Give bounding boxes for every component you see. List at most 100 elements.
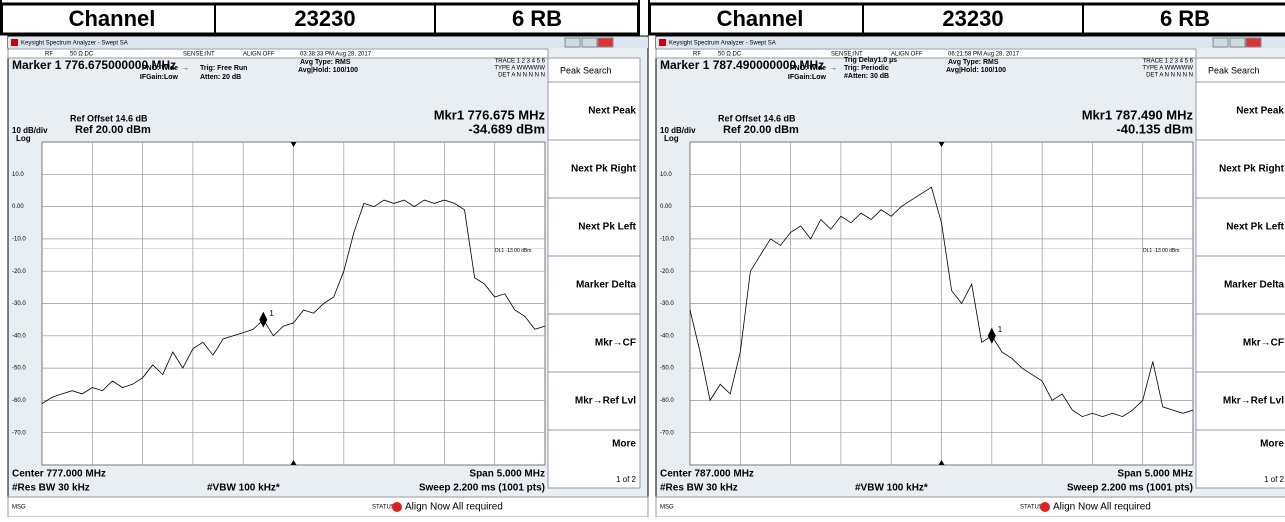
setting: #Atten: 30 dB bbox=[844, 73, 889, 80]
setting: Atten: 20 dB bbox=[200, 74, 241, 81]
y-tick-label: -60.0 bbox=[12, 398, 26, 404]
y-tick-label: -40.0 bbox=[660, 333, 674, 339]
softkey-label: Next Pk Right bbox=[571, 164, 637, 175]
setting: Avg Type: RMS bbox=[948, 59, 999, 66]
msg-bar bbox=[656, 497, 1285, 517]
span: Span 5.000 MHz bbox=[1117, 469, 1193, 480]
setting: Avg|Hold: 100/100 bbox=[946, 67, 1006, 74]
window-button[interactable] bbox=[1213, 38, 1228, 47]
y-tick-label: -70.0 bbox=[12, 430, 26, 436]
softkey-page: 1 of 2 bbox=[616, 475, 637, 484]
y-tick-label: -30.0 bbox=[12, 301, 26, 307]
window-button[interactable] bbox=[1230, 38, 1245, 47]
app-title: Keysight Spectrum Analyzer - Swept SA bbox=[21, 41, 128, 47]
trace-info: DET A N N N N N bbox=[498, 73, 545, 79]
y-tick-label: 10.0 bbox=[660, 172, 672, 178]
marker-number: 1 bbox=[998, 325, 1003, 334]
trace-info: TYPE A WWWWW bbox=[1142, 66, 1193, 72]
softkey-label: Next Peak bbox=[588, 106, 636, 117]
y-tick-label: -10.0 bbox=[660, 236, 674, 242]
sweep: Sweep 2.200 ms (1001 pts) bbox=[1067, 483, 1193, 494]
log-label: Log bbox=[16, 134, 31, 143]
status-item: ALIGN OFF bbox=[243, 52, 275, 58]
softkey-title: Peak Search bbox=[560, 65, 612, 75]
center-frequency: Center 787.000 MHz bbox=[660, 469, 754, 480]
softkey-label: Mkr→Ref Lvl bbox=[1223, 396, 1284, 407]
vbw: #VBW 100 kHz* bbox=[207, 483, 280, 494]
softkey-label: More bbox=[1260, 439, 1284, 450]
softkey-page: 1 of 2 bbox=[1264, 475, 1285, 484]
status-item: SENSE:INT bbox=[183, 52, 215, 58]
softkey-label: Marker Delta bbox=[576, 280, 636, 291]
res-bw: #Res BW 30 kHz bbox=[12, 483, 90, 494]
status-icon bbox=[1040, 502, 1050, 512]
ref-level: Ref 20.00 dBm bbox=[75, 124, 151, 136]
setting: Trig: Free Run bbox=[200, 65, 247, 72]
msg-label: MSG bbox=[660, 505, 674, 511]
display-line-label: DL1 -13.00 dBm bbox=[1143, 248, 1179, 254]
window-button[interactable] bbox=[582, 38, 597, 47]
window-button[interactable] bbox=[1246, 38, 1261, 47]
status-item: RF bbox=[45, 52, 53, 58]
marker-level: -40.135 dBm bbox=[1116, 121, 1193, 136]
softkey-label: More bbox=[612, 439, 636, 450]
trace-info: DET A N N N N N bbox=[1146, 73, 1193, 79]
ref-offset: Ref Offset 14.6 dB bbox=[718, 113, 796, 123]
y-tick-label: 0.00 bbox=[12, 204, 24, 210]
res-bw: #Res BW 30 kHz bbox=[660, 483, 738, 494]
y-tick-label: 0.00 bbox=[660, 204, 672, 210]
marker-frequency: Mkr1 776.675 MHz bbox=[434, 107, 546, 122]
y-tick-label: -10.0 bbox=[12, 236, 26, 242]
log-label: Log bbox=[664, 134, 679, 143]
y-tick-label: -50.0 bbox=[12, 366, 26, 372]
status-item: 06:21:58 PM Aug 28, 2017 bbox=[948, 52, 1020, 58]
setting: PNO: Wide bbox=[142, 65, 178, 72]
status-item: 03:38:33 PM Aug 28, 2017 bbox=[300, 52, 372, 58]
msg-label: MSG bbox=[12, 505, 26, 511]
app-icon bbox=[11, 39, 18, 46]
msg-bar bbox=[8, 497, 648, 517]
status-label: STATUS bbox=[1020, 505, 1043, 511]
header-cell: 6 RB bbox=[1160, 6, 1210, 31]
sweep: Sweep 2.200 ms (1001 pts) bbox=[419, 483, 545, 494]
softkey-label: Mkr→CF bbox=[1243, 338, 1284, 349]
app-title: Keysight Spectrum Analyzer - Swept SA bbox=[669, 41, 776, 47]
y-tick-label: -30.0 bbox=[660, 301, 674, 307]
status-item: 50 Ω DC bbox=[718, 52, 742, 58]
softkey-label: Next Pk Left bbox=[578, 222, 636, 233]
softkey-label: Mkr→CF bbox=[595, 338, 636, 349]
setting: PNO: Wide bbox=[790, 65, 826, 72]
status-item: RF bbox=[693, 52, 701, 58]
softkey-label: Next Peak bbox=[1236, 106, 1284, 117]
span: Span 5.000 MHz bbox=[469, 469, 545, 480]
window-button[interactable] bbox=[565, 38, 580, 47]
header-cell: Channel bbox=[69, 6, 156, 31]
setting: Avg Type: RMS bbox=[300, 59, 351, 66]
softkey-label: Next Pk Right bbox=[1219, 164, 1285, 175]
trace-info: TRACE 1 2 3 4 5 6 bbox=[1143, 59, 1194, 65]
y-tick-label: -20.0 bbox=[660, 269, 674, 275]
setting: Avg|Hold: 100/100 bbox=[298, 67, 358, 74]
softkey-label: Marker Delta bbox=[1224, 280, 1284, 291]
ref-level: Ref 20.00 dBm bbox=[723, 124, 799, 136]
y-tick-label: -60.0 bbox=[660, 398, 674, 404]
softkey-label: Next Pk Left bbox=[1226, 222, 1284, 233]
display-line-label: DL1 -13.00 dBm bbox=[495, 248, 531, 254]
status-item: 50 Ω DC bbox=[70, 52, 94, 58]
trace-info: TYPE A WWWWW bbox=[494, 66, 545, 72]
setting: Trig Delay1.0 µs bbox=[844, 57, 897, 64]
ref-offset: Ref Offset 14.6 dB bbox=[70, 113, 148, 123]
center-frequency: Center 777.000 MHz bbox=[12, 469, 106, 480]
pno-arrow: → bbox=[182, 65, 189, 72]
status-label: STATUS bbox=[372, 505, 395, 511]
setting: IFGain:Low bbox=[788, 74, 827, 81]
pno-arrow: → bbox=[830, 65, 837, 72]
y-tick-label: 10.0 bbox=[12, 172, 24, 178]
app-icon bbox=[659, 39, 666, 46]
window-button[interactable] bbox=[598, 38, 613, 47]
setting: IFGain:Low bbox=[140, 74, 179, 81]
